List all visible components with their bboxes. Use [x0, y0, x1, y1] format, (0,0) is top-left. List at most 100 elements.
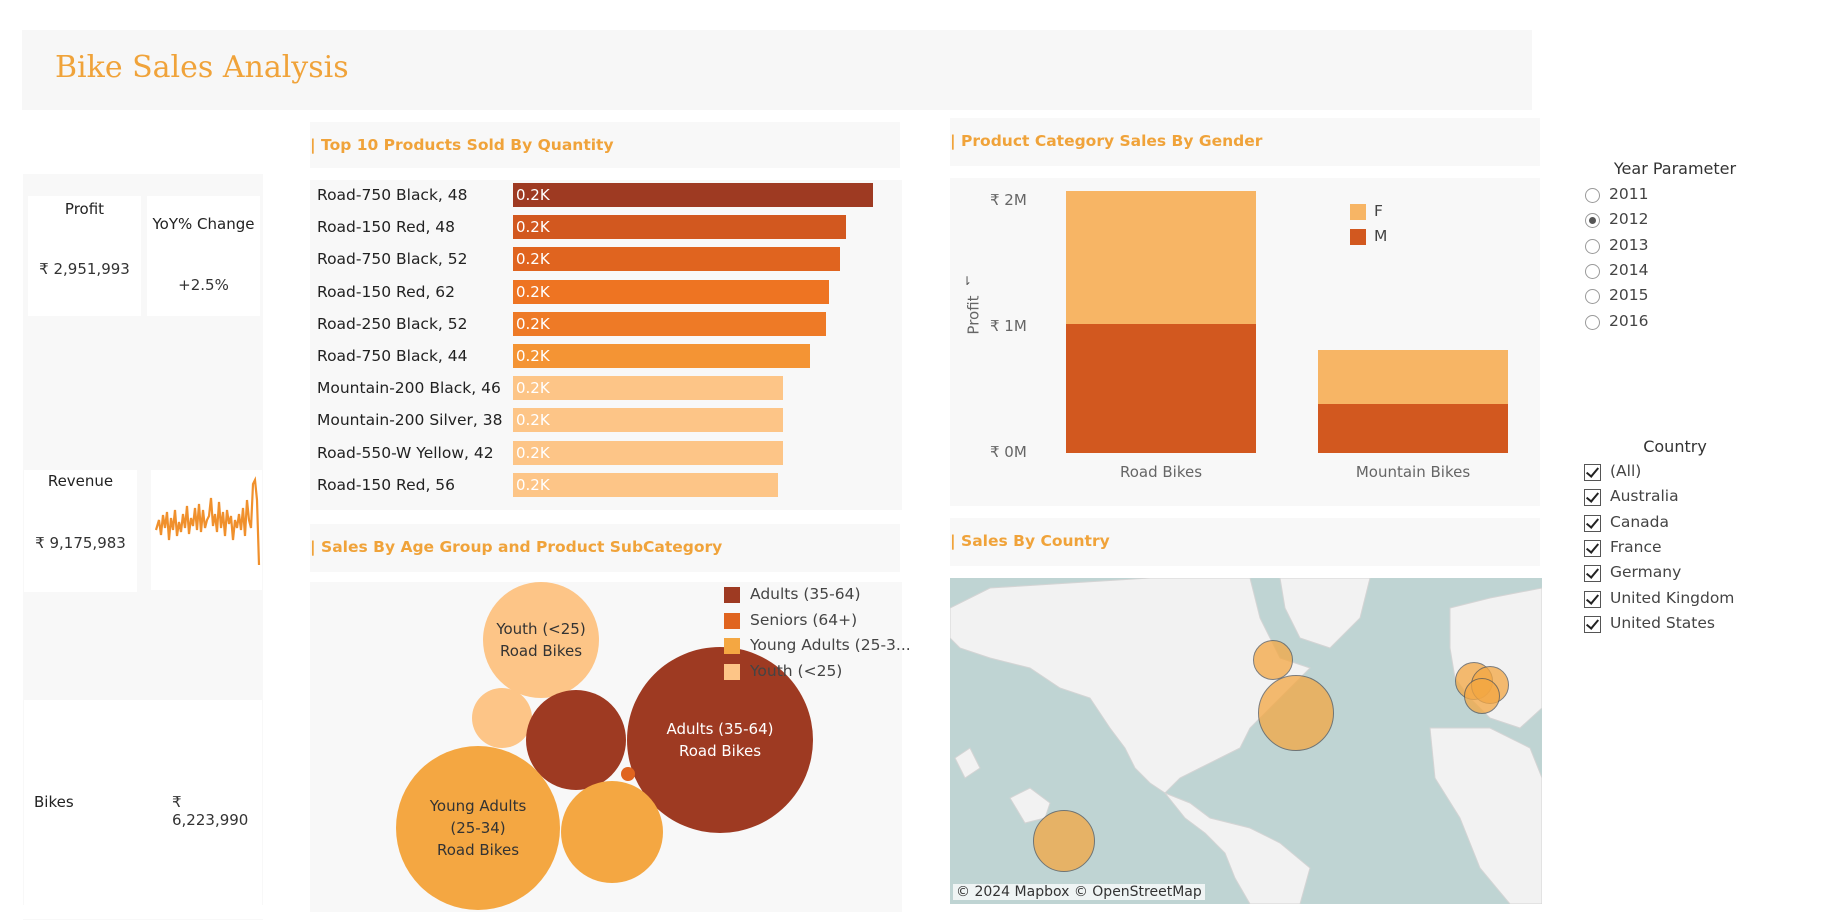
year-radio-2014[interactable] [1585, 263, 1600, 279]
year-radio-2011[interactable] [1585, 188, 1600, 203]
gender-bar-m[interactable] [1066, 324, 1256, 453]
sort-icon[interactable]: ⇂ [962, 274, 973, 288]
country-header: | Sales By Country [950, 518, 1540, 566]
map-bubble-canada[interactable] [1253, 640, 1293, 680]
country-option-label[interactable]: Australia [1610, 487, 1679, 506]
map-bubble-australia[interactable] [1033, 810, 1095, 872]
country-checkbox[interactable] [1584, 464, 1601, 481]
yoy-value: +2.5% [178, 276, 229, 294]
country-option-label[interactable]: France [1610, 537, 1662, 556]
product-bar[interactable]: 0.2K [513, 408, 783, 433]
age-bubble[interactable] [483, 582, 599, 698]
age-bubble-label-line: Road Bikes [678, 742, 762, 760]
product-bar[interactable]: 0.2K [513, 344, 811, 368]
age-legend-label: Young Adults (25-3... [750, 636, 911, 654]
legend-swatch-f [1350, 204, 1366, 220]
year-radio-2015[interactable] [1585, 289, 1600, 305]
country-checkbox[interactable] [1584, 514, 1601, 532]
y-tick-label: ₹ 0M [990, 443, 1027, 461]
product-label: Mountain-200 Black, 46 [317, 379, 501, 398]
age-header: | Sales By Age Group and Product SubCate… [310, 524, 900, 572]
age-bubble[interactable] [627, 647, 813, 833]
age-title: | Sales By Age Group and Product SubCate… [310, 538, 723, 556]
age-bubble[interactable] [561, 781, 663, 883]
product-label: Road-250 Black, 52 [317, 314, 468, 333]
profit-card: Profit ₹ 2,951,993 [28, 196, 141, 316]
age-bubble-label-line: Adults (35-64) [666, 720, 774, 738]
top-products-title: | Top 10 Products Sold By Quantity [310, 136, 614, 154]
dashboard-title: Bike Sales Analysis [55, 50, 349, 85]
product-label: Road-150 Red, 56 [317, 475, 456, 494]
product-bar[interactable]: 0.2K [513, 311, 826, 336]
year-option-label[interactable]: 2014 [1609, 260, 1649, 279]
country-checkbox[interactable] [1584, 590, 1601, 608]
year-radio-2012[interactable] [1585, 213, 1600, 229]
age-bubble[interactable] [526, 690, 626, 790]
year-option-label[interactable]: 2015 [1609, 286, 1649, 305]
profit-label: Profit [64, 200, 105, 218]
legend-label-f: F [1374, 202, 1383, 220]
country-option-label[interactable]: Germany [1610, 563, 1682, 582]
revenue-sparkline-card [151, 470, 262, 590]
gender-bar-f[interactable] [1318, 349, 1508, 404]
y-axis-label: Profit [964, 295, 983, 335]
product-bar[interactable]: 0.2K [513, 279, 829, 304]
year-radio-2013[interactable] [1585, 238, 1600, 254]
year-parameter-title: Year Parameter [1613, 159, 1737, 178]
year-radio-2016[interactable] [1585, 314, 1600, 330]
age-legend-swatch [724, 612, 740, 629]
country-checkbox[interactable] [1584, 565, 1601, 583]
country-option-label[interactable]: Canada [1610, 512, 1669, 531]
country-option-label[interactable]: (All) [1610, 462, 1642, 480]
product-bar-value: 0.2K [516, 379, 550, 398]
age-bubble-label-line: (25-34) [450, 819, 506, 837]
year-option-label[interactable]: 2016 [1609, 311, 1649, 330]
year-option-label[interactable]: 2012 [1609, 210, 1649, 229]
product-bar[interactable]: 0.2K [513, 247, 840, 272]
country-filter-title: Country [1643, 437, 1707, 456]
product-bar[interactable]: 0.2K [513, 215, 846, 240]
product-bar[interactable]: 0.2K [513, 440, 783, 465]
product-bar[interactable]: 0.2K [513, 183, 874, 207]
country-option-label[interactable]: United Kingdom [1610, 588, 1735, 607]
age-legend-label: Youth (<25) [750, 661, 843, 680]
gender-bar-f[interactable] [1066, 190, 1256, 325]
top-products-chart: Road-750 Black, 48 0.2K Road-150 Red, 48 0.… [310, 180, 902, 510]
age-bubble-label-line: Young Adults [429, 797, 527, 815]
country-title: | Sales By Country [950, 532, 1110, 550]
product-bar-value: 0.2K [516, 218, 550, 237]
year-option-label[interactable]: 2013 [1609, 235, 1649, 254]
product-bar[interactable]: 0.2K [513, 472, 779, 497]
map-credits: © 2024 Mapbox © OpenStreetMap [953, 884, 1205, 900]
age-bubble-label-line: Road Bikes [499, 642, 583, 660]
age-bubble[interactable] [621, 767, 635, 781]
year-option-label[interactable]: 2011 [1609, 185, 1649, 203]
product-bar-value: 0.2K [516, 186, 550, 204]
product-label: Road-750 Black, 48 [317, 186, 468, 204]
gender-bar-m[interactable] [1318, 403, 1508, 453]
product-label: Road-150 Red, 62 [317, 282, 456, 301]
product-label: Mountain-200 Silver, 38 [317, 411, 503, 430]
age-legend-label: Seniors (64+) [750, 610, 858, 629]
age-legend-swatch [724, 663, 740, 680]
gender-title: | Product Category Sales By Gender [950, 132, 1263, 150]
product-bar-value: 0.2K [516, 314, 550, 333]
age-bubble[interactable] [396, 746, 560, 910]
product-bar-value: 0.2K [516, 475, 550, 494]
country-checkbox[interactable] [1584, 489, 1601, 507]
country-checkbox[interactable] [1584, 615, 1601, 633]
revenue-label: Revenue [47, 472, 114, 490]
map-bubble-united-states[interactable] [1258, 675, 1334, 751]
age-legend-swatch [724, 638, 740, 654]
age-bubble[interactable] [472, 688, 532, 748]
product-bar[interactable]: 0.2K [513, 376, 783, 401]
product-bar-value: 0.2K [516, 443, 550, 462]
product-bar-value: 0.2K [516, 250, 550, 269]
y-tick-label: ₹ 1M [990, 316, 1027, 335]
country-map[interactable]: © 2024 Mapbox © OpenStreetMap [950, 578, 1542, 904]
country-checkbox[interactable] [1584, 539, 1601, 557]
product-label: Road-750 Black, 52 [317, 250, 468, 269]
product-label: Road-750 Black, 44 [317, 347, 468, 365]
map-bubble-france[interactable] [1464, 678, 1500, 714]
country-option-label[interactable]: United States [1610, 613, 1715, 632]
